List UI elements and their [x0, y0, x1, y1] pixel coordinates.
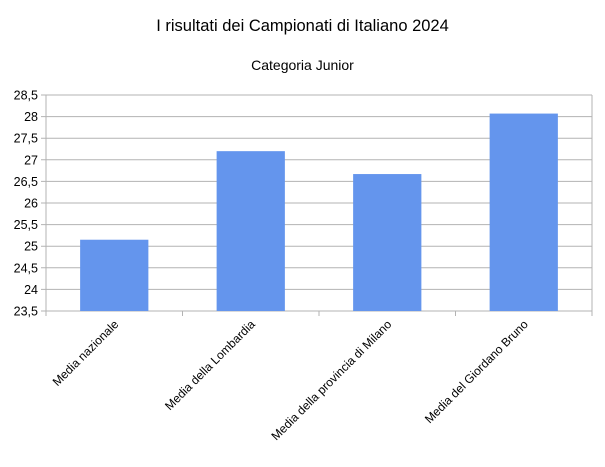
bars: [80, 113, 558, 312]
bar: [216, 151, 285, 311]
bar: [353, 174, 422, 311]
y-tick-label: 24: [24, 283, 38, 297]
y-tick-label: 28,5: [14, 89, 38, 103]
y-tick-label: 25: [24, 240, 38, 254]
y-tick-label: 27: [24, 153, 38, 167]
x-tick-label: Media del Giordano Bruno: [422, 317, 531, 426]
y-tick-label: 26,5: [14, 175, 38, 189]
y-tick-label: 25,5: [14, 218, 38, 232]
y-tick-label: 23,5: [14, 305, 38, 319]
y-tick-label: 28: [24, 110, 38, 124]
bar: [80, 239, 149, 311]
x-tick-label: Media della provincia di Milano: [268, 317, 394, 443]
x-tick-label: Media nazionale: [50, 317, 122, 389]
axes: [45, 95, 593, 316]
y-tick-label: 27,5: [14, 132, 38, 146]
chart-title: I risultati dei Campionati di Italiano 2…: [156, 17, 449, 35]
chart-subtitle: Categoria Junior: [251, 57, 354, 73]
x-tick-label: Media della Lombardia: [162, 317, 258, 413]
y-tick-label: 26: [24, 197, 38, 211]
bar: [489, 113, 558, 312]
y-tick-label: 24,5: [14, 261, 38, 275]
